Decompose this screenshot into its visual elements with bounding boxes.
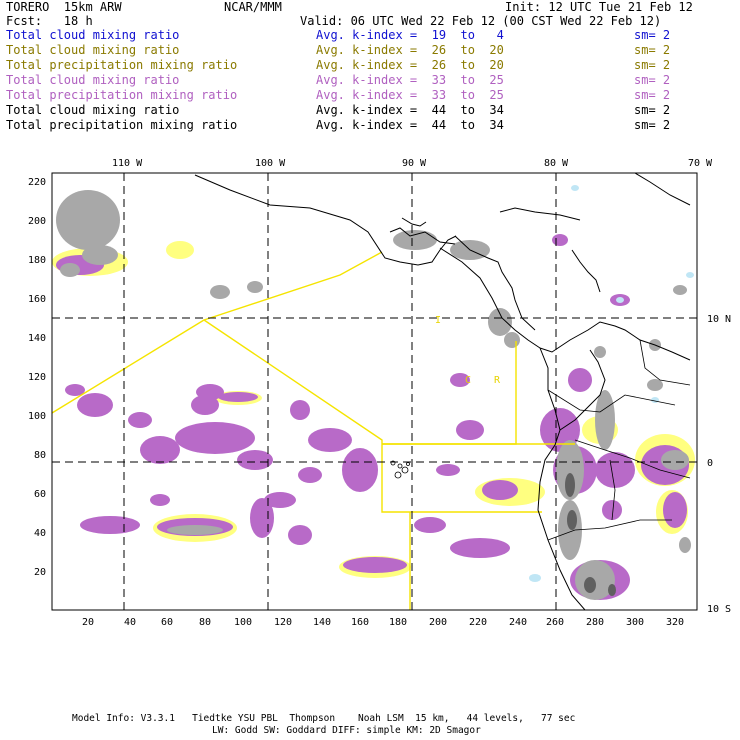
lon-label: 70 W: [688, 158, 713, 169]
legend-kindex: Avg. k-index = 44 to 34: [316, 118, 504, 132]
x-tick: 140: [313, 617, 331, 628]
legend-field: Total cloud mixing ratio: [6, 73, 180, 87]
init-time: Init: 12 UTC Tue 21 Feb 12: [505, 0, 693, 14]
legend-field: Total precipitation mixing ratio: [6, 58, 238, 72]
x-tick: 120: [274, 617, 292, 628]
x-tick: 320: [666, 617, 684, 628]
y-tick: 140: [28, 333, 46, 344]
x-tick: 180: [389, 617, 407, 628]
region-label: R: [494, 375, 501, 386]
legend-sm: sm= 2: [634, 88, 671, 102]
region-label: I: [435, 315, 441, 326]
x-tick: 300: [626, 617, 644, 628]
x-tick: 220: [469, 617, 487, 628]
x-tick-labels: 20 40 60 80 100 120 140 160 180 200 220 …: [82, 617, 684, 628]
x-tick: 200: [429, 617, 447, 628]
gray-cloud-areas: [56, 190, 691, 600]
physics-info: LW: Godd SW: Goddard DIFF: simple KM: 2D…: [212, 725, 481, 736]
legend-kindex: Avg. k-index = 26 to 20: [316, 58, 504, 72]
coastlines: [194, 173, 691, 610]
x-tick: 100: [234, 617, 252, 628]
domain-outline-lines: [52, 251, 575, 610]
legend-field: Total cloud mixing ratio: [6, 103, 180, 117]
model-title: TORERO 15km ARW: [6, 0, 122, 14]
graticule: [52, 173, 697, 610]
x-tick: 160: [351, 617, 369, 628]
forecast-hour: Fcst: 18 h: [6, 14, 93, 28]
legend-sm: sm= 2: [634, 73, 671, 87]
legend-sm: sm= 2: [634, 28, 671, 42]
region-labels: I C R: [435, 315, 501, 386]
legend-sm: sm= 2: [634, 118, 671, 132]
institution: NCAR/MMM: [224, 0, 282, 14]
islands: [390, 460, 410, 479]
legend-sm: sm= 2: [634, 103, 671, 117]
legend-field: Total cloud mixing ratio: [6, 28, 180, 42]
y-tick: 60: [34, 489, 46, 500]
lon-label: 90 W: [402, 158, 427, 169]
y-tick: 20: [34, 567, 46, 578]
legend-kindex: Avg. k-index = 19 to 4: [316, 28, 504, 42]
legend-sm: sm= 2: [634, 58, 671, 72]
x-tick: 60: [161, 617, 173, 628]
legend-kindex: Avg. k-index = 26 to 20: [316, 43, 504, 57]
x-tick: 280: [586, 617, 604, 628]
x-tick: 40: [124, 617, 136, 628]
y-tick: 180: [28, 255, 46, 266]
y-tick: 200: [28, 216, 46, 227]
legend-field: Total precipitation mixing ratio: [6, 118, 238, 132]
legend-field: Total precipitation mixing ratio: [6, 88, 238, 102]
y-tick-labels: 220 200 180 160 140 120 100 80 60 40 20: [28, 177, 46, 578]
lat-label: 10 N: [707, 314, 731, 325]
light-blue-areas: [529, 185, 694, 582]
legend-kindex: Avg. k-index = 44 to 34: [316, 103, 504, 117]
y-tick: 100: [28, 411, 46, 422]
lon-label: 80 W: [544, 158, 569, 169]
y-tick: 80: [34, 450, 46, 461]
x-tick: 80: [199, 617, 211, 628]
y-tick: 40: [34, 528, 46, 539]
y-tick: 220: [28, 177, 46, 188]
y-tick: 120: [28, 372, 46, 383]
legend-field: Total cloud mixing ratio: [6, 43, 180, 57]
lon-labels: 110 W 100 W 90 W 80 W 70 W: [112, 158, 713, 169]
map-field-layer: [52, 173, 695, 610]
x-tick: 260: [546, 617, 564, 628]
region-label: C: [465, 375, 471, 386]
map-frame: [51, 172, 698, 611]
x-tick: 240: [509, 617, 527, 628]
lat-labels: 10 N 0 10 S: [707, 314, 731, 615]
lon-label: 100 W: [255, 158, 286, 169]
legend-kindex: Avg. k-index = 33 to 25: [316, 88, 504, 102]
model-info: Model Info: V3.3.1 Tiedtke YSU PBL Thomp…: [72, 713, 576, 724]
lat-label: 10 S: [707, 604, 731, 615]
dark-cloud-cores: [565, 473, 616, 596]
country-borders: [547, 339, 691, 541]
legend-kindex: Avg. k-index = 33 to 25: [316, 73, 504, 87]
x-tick: 20: [82, 617, 94, 628]
legend-sm: sm= 2: [634, 43, 671, 57]
lon-label: 110 W: [112, 158, 143, 169]
lat-label: 0: [707, 458, 713, 469]
y-tick: 160: [28, 294, 46, 305]
valid-time: Valid: 06 UTC Wed 22 Feb 12 (00 CST Wed …: [300, 14, 662, 28]
